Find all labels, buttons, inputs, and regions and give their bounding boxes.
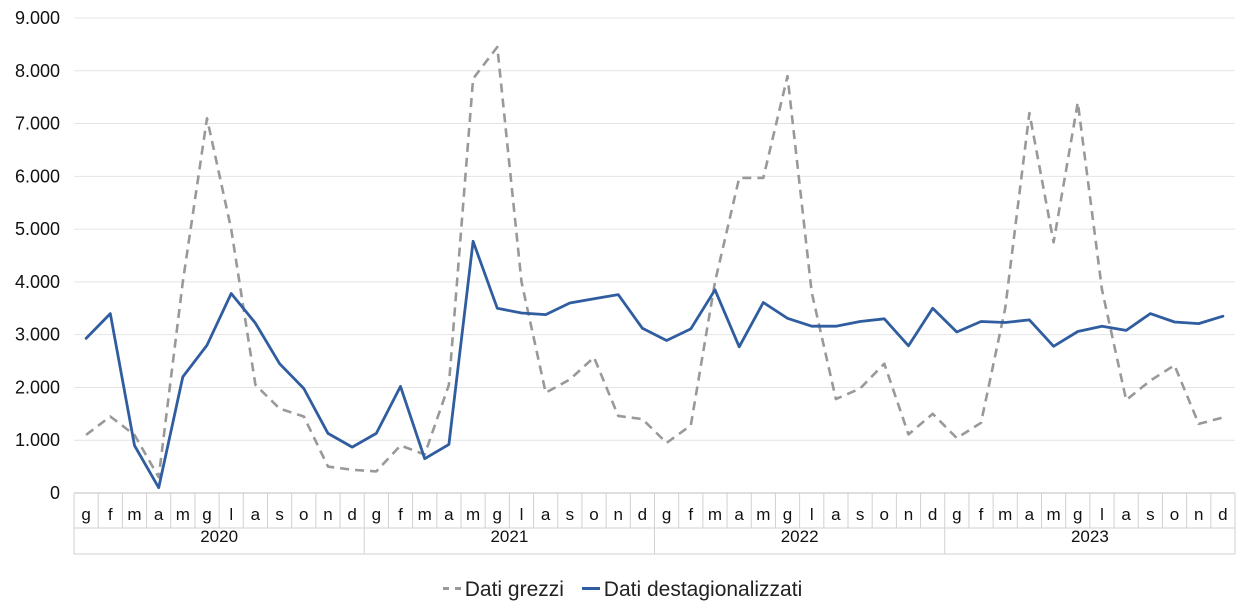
- month-tick-label: n: [1194, 505, 1203, 524]
- month-tick-label: g: [952, 505, 961, 524]
- month-tick-label: n: [613, 505, 622, 524]
- month-tick-label: l: [229, 505, 233, 524]
- legend-label-raw: Dati grezzi: [464, 578, 564, 601]
- month-tick-label: m: [127, 505, 141, 524]
- y-tick-label: 7.000: [15, 114, 60, 134]
- month-tick-label: o: [880, 505, 889, 524]
- month-tick-label: g: [81, 505, 90, 524]
- legend-item-raw: Dati grezzi: [442, 578, 564, 602]
- month-tick-label: a: [541, 505, 551, 524]
- year-label: 2022: [781, 527, 819, 546]
- year-label: 2021: [490, 527, 528, 546]
- month-tick-label: a: [251, 505, 261, 524]
- month-tick-label: m: [708, 505, 722, 524]
- month-tick-label: m: [756, 505, 770, 524]
- month-tick-label: f: [979, 505, 984, 524]
- month-tick-label: f: [108, 505, 113, 524]
- gridlines: [74, 17, 1235, 494]
- y-tick-label: 2.000: [15, 377, 60, 397]
- month-tick-label: s: [566, 505, 575, 524]
- month-tick-label: s: [856, 505, 865, 524]
- series-line-raw: [85, 45, 1224, 479]
- month-tick-label: d: [1218, 505, 1227, 524]
- month-tick-label: g: [783, 505, 792, 524]
- month-tick-label: o: [299, 505, 308, 524]
- y-tick-label: 4.000: [15, 272, 60, 292]
- month-tick-label: f: [688, 505, 693, 524]
- legend-label-seasonal: Dati destagionalizzati: [603, 578, 803, 601]
- month-tick-label: a: [154, 505, 164, 524]
- month-tick-label: d: [638, 505, 647, 524]
- month-tick-label: o: [1170, 505, 1179, 524]
- y-tick-label: 6.000: [15, 166, 60, 186]
- month-tick-label: m: [176, 505, 190, 524]
- month-tick-label: g: [662, 505, 671, 524]
- month-tick-label: m: [466, 505, 480, 524]
- month-tick-label: s: [1146, 505, 1155, 524]
- series-lines: [84, 45, 1225, 490]
- series-line-seasonally-adjusted: [84, 239, 1225, 490]
- month-tick-label: m: [998, 505, 1012, 524]
- y-axis: 0 1.000 2.000 3.000 4.000 5.000 6.000 7.000 8.00…: [15, 8, 60, 503]
- month-tick-label: d: [928, 505, 937, 524]
- legend-swatch-seasonal: [581, 586, 600, 590]
- month-tick-label: d: [347, 505, 356, 524]
- y-tick-label: 5.000: [15, 219, 60, 239]
- legend-swatch-raw: [442, 586, 461, 590]
- legend: Dati grezzi Dati destagionalizzati: [0, 578, 1245, 602]
- month-tick-label: m: [418, 505, 432, 524]
- month-tick-label: a: [831, 505, 841, 524]
- month-tick-label: g: [1073, 505, 1082, 524]
- month-tick-label: a: [1121, 505, 1131, 524]
- month-tick-label: m: [1047, 505, 1061, 524]
- month-tick-label: n: [904, 505, 913, 524]
- month-tick-label: a: [1025, 505, 1035, 524]
- month-tick-label: a: [444, 505, 454, 524]
- y-tick-label: 1.000: [15, 430, 60, 450]
- month-tick-label: g: [493, 505, 502, 524]
- month-tick-label: a: [734, 505, 744, 524]
- month-tick-label: s: [275, 505, 284, 524]
- y-tick-label: 8.000: [15, 61, 60, 81]
- year-label: 2023: [1071, 527, 1109, 546]
- y-tick-label: 9.000: [15, 8, 60, 28]
- month-tick-label: n: [323, 505, 332, 524]
- month-tick-label: l: [810, 505, 814, 524]
- month-tick-label: l: [1100, 505, 1104, 524]
- legend-item-seasonal: Dati destagionalizzati: [581, 578, 803, 602]
- month-tick-label: g: [202, 505, 211, 524]
- month-tick-label: o: [589, 505, 598, 524]
- y-tick-label: 0: [50, 483, 60, 503]
- year-label: 2020: [200, 527, 238, 546]
- month-tick-label: l: [520, 505, 524, 524]
- y-tick-label: 3.000: [15, 325, 60, 345]
- month-tick-label: f: [398, 505, 403, 524]
- month-tick-label: g: [372, 505, 381, 524]
